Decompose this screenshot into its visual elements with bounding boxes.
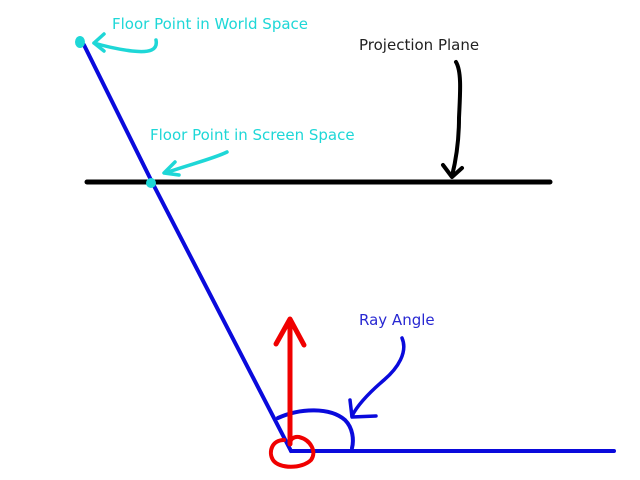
ray-angle-label: Ray Angle [359, 311, 435, 329]
origin-circle [268, 434, 316, 469]
world-point-pointer-curve [92, 38, 159, 54]
screen-point-pointer-head [162, 160, 181, 177]
direction-arrow-head [273, 316, 307, 348]
projection-plane-pointer-curve [450, 60, 463, 178]
ray-angle-arc [276, 408, 355, 450]
screen-point-pointer-curve [166, 150, 229, 174]
floor-point-world-label: Floor Point in World Space [112, 15, 309, 33]
projection-plane-label: Projection Plane [359, 36, 480, 54]
ray-line [82, 43, 293, 453]
world-point-pointer-head [92, 32, 106, 53]
ray-angle-pointer-head [348, 398, 378, 419]
world-floor-point [75, 36, 85, 48]
floor-point-screen-label: Floor Point in Screen Space [150, 126, 355, 144]
screen-floor-point [146, 178, 156, 188]
projection-plane-pointer-head [441, 163, 464, 179]
ray-angle-pointer-curve [350, 336, 406, 418]
